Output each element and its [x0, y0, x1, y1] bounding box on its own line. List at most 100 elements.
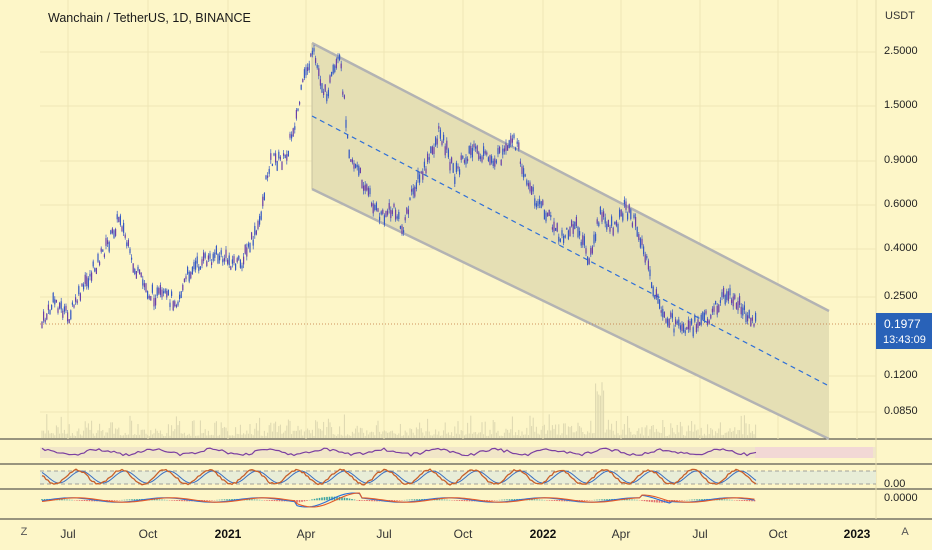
macd-histogram-bar: [228, 499, 231, 501]
volume-bar: [755, 424, 757, 438]
rsi-panel[interactable]: [40, 447, 876, 458]
volume-bar: [585, 434, 587, 438]
price-candle-body: [719, 300, 721, 303]
price-candle-body: [731, 299, 733, 304]
volume-bar: [324, 435, 326, 438]
macd-histogram-bar: [171, 500, 173, 501]
volume-bar: [151, 434, 153, 438]
volume-bar: [647, 435, 649, 438]
volume-bar: [94, 435, 96, 438]
macd-signal-line: [41, 492, 755, 508]
volume-bar: [115, 428, 117, 438]
volume-bar: [382, 431, 384, 438]
price-candle-body: [499, 146, 501, 153]
price-candle-body: [201, 259, 203, 266]
volume-bar: [193, 420, 195, 438]
price-candle-body: [505, 143, 507, 151]
price-candles[interactable]: [41, 44, 757, 339]
price-candle-body: [542, 200, 544, 206]
price-candle-body: [678, 319, 680, 326]
volume-bar: [667, 435, 669, 438]
volume-bar: [44, 433, 46, 438]
price-candle-body: [561, 230, 563, 236]
zoom-reset-button[interactable]: Z: [14, 522, 34, 542]
volume-bar: [361, 428, 363, 438]
price-axis-label: 0.2500: [884, 290, 918, 302]
macd-histogram-bar: [538, 499, 541, 501]
volume-bar: [211, 434, 213, 438]
macd-histogram-bar: [581, 500, 583, 501]
volume-bar: [236, 433, 238, 438]
macd-panel[interactable]: [41, 492, 756, 508]
price-candle-body: [127, 240, 129, 246]
currency-label[interactable]: USDT: [885, 10, 915, 22]
price-candle-body: [377, 208, 379, 212]
volume-bar: [294, 430, 296, 438]
volume-bar: [43, 430, 45, 438]
volume-bar: [65, 433, 67, 438]
volume-bar: [724, 432, 726, 438]
price-candle-body: [161, 289, 163, 298]
price-candle-body: [601, 212, 603, 222]
macd-histogram-bar: [741, 500, 743, 501]
macd-histogram-bar: [408, 499, 411, 501]
price-candle-body: [403, 230, 405, 233]
price-candle-body: [553, 221, 555, 232]
volume-bar: [523, 434, 525, 438]
price-candle-body: [303, 69, 305, 79]
volume-bar: [615, 420, 617, 438]
volume-bar: [111, 422, 113, 438]
volume-bar: [307, 428, 309, 438]
volume-bar: [427, 418, 429, 438]
macd-histogram-bar: [748, 500, 751, 502]
price-candle-body: [371, 202, 373, 207]
price-candle-body: [331, 71, 333, 77]
price-candle-body: [718, 304, 720, 313]
stochastic-panel[interactable]: [40, 468, 876, 486]
volume-bar: [558, 424, 560, 438]
volume-bar: [495, 432, 497, 438]
price-candle-body: [495, 160, 497, 163]
price-candle-body: [265, 175, 267, 180]
macd-histogram-bar: [248, 499, 251, 501]
price-candle-body: [743, 305, 745, 311]
price-candle-body: [383, 215, 385, 225]
price-candle-body: [319, 79, 321, 86]
volume-bar: [254, 428, 256, 438]
current-price-tag: 0.1977 13:43:09: [876, 313, 932, 349]
price-candle-body: [364, 184, 366, 191]
volume-bar: [209, 435, 211, 438]
price-candle-body: [369, 188, 371, 195]
price-candle-body: [337, 57, 339, 60]
volume-bar: [299, 430, 301, 438]
stoch-axis-label: 0.00: [884, 478, 906, 490]
macd-histogram-bar: [641, 500, 643, 501]
price-candle-body: [494, 158, 496, 167]
price-candle-body: [710, 314, 712, 319]
volume-bar: [460, 430, 462, 438]
volume-bar: [732, 430, 734, 438]
price-candle-body: [646, 255, 648, 259]
time-axis-label: Jul: [376, 527, 392, 541]
symbol-title[interactable]: Wanchain / TetherUS, 1D, BINANCE: [48, 11, 251, 25]
price-candle-body: [631, 222, 633, 227]
auto-scale-button[interactable]: A: [895, 522, 915, 542]
volume-bar: [700, 427, 702, 438]
price-candle-body: [310, 53, 312, 57]
volume-bar: [238, 434, 240, 438]
volume-bar: [359, 427, 361, 438]
regression-channel[interactable]: [311, 41, 830, 441]
price-candle-body: [543, 209, 545, 220]
price-candle-body: [291, 134, 293, 139]
price-candle-body: [465, 157, 467, 165]
macd-histogram-bar: [161, 499, 163, 501]
price-candle-body: [65, 305, 67, 311]
price-candle-body: [92, 261, 94, 267]
volume-bar: [547, 430, 549, 438]
time-axis-label: 2023: [843, 527, 871, 541]
volume-bar: [175, 416, 177, 438]
volume-bar: [683, 434, 685, 438]
macd-histogram-bar: [661, 500, 663, 503]
volume-bar: [105, 432, 107, 438]
